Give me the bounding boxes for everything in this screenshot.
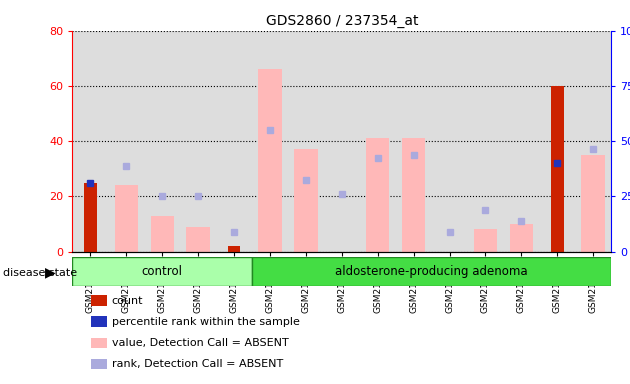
Text: ▶: ▶ — [45, 266, 55, 280]
FancyBboxPatch shape — [72, 257, 252, 286]
Text: percentile rank within the sample: percentile rank within the sample — [112, 317, 299, 327]
Bar — [551, 86, 563, 252]
Text: count: count — [112, 296, 143, 306]
Bar — [258, 70, 282, 252]
Text: control: control — [142, 265, 183, 278]
Bar — [402, 138, 425, 252]
Text: rank, Detection Call = ABSENT: rank, Detection Call = ABSENT — [112, 359, 283, 369]
Bar — [151, 216, 174, 252]
Bar — [186, 227, 210, 252]
Bar — [294, 149, 318, 252]
Bar — [228, 246, 240, 252]
Bar — [474, 230, 497, 252]
Bar — [84, 182, 96, 252]
Text: aldosterone-producing adenoma: aldosterone-producing adenoma — [335, 265, 528, 278]
Bar — [115, 185, 138, 252]
Text: disease state: disease state — [3, 268, 77, 278]
Text: value, Detection Call = ABSENT: value, Detection Call = ABSENT — [112, 338, 289, 348]
FancyBboxPatch shape — [252, 257, 611, 286]
Bar — [366, 138, 389, 252]
Title: GDS2860 / 237354_at: GDS2860 / 237354_at — [265, 14, 418, 28]
Bar — [581, 155, 605, 252]
Bar — [510, 224, 533, 252]
